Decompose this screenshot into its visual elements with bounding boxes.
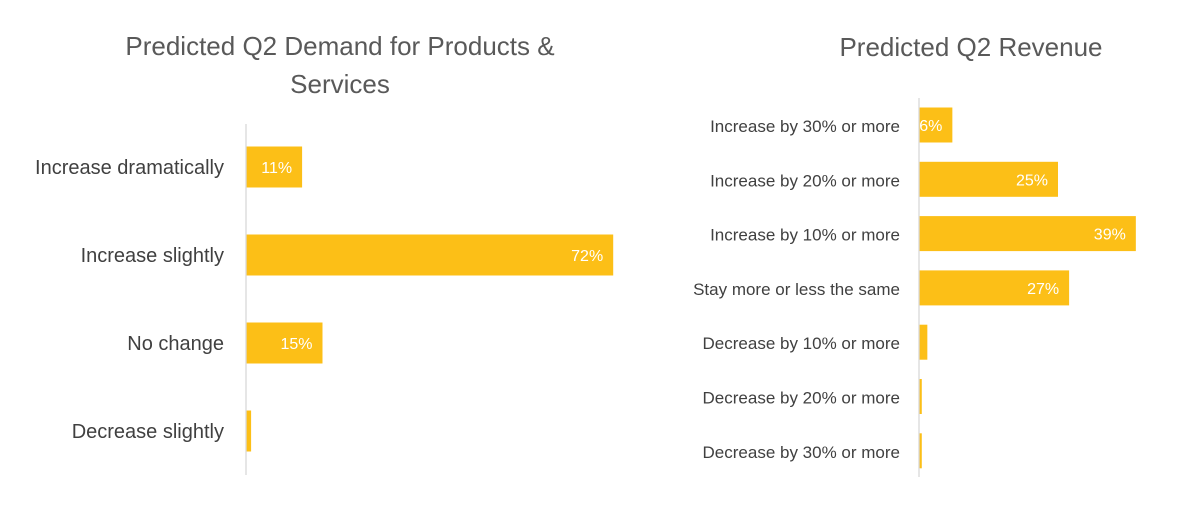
revenue-bar <box>919 216 1136 252</box>
revenue-data-label: 39% <box>1094 227 1126 244</box>
revenue-data-label: 25% <box>1016 172 1048 189</box>
revenue-bar <box>919 433 922 469</box>
demand-chart-title-line: Predicted Q2 Demand for Products & <box>125 31 554 61</box>
revenue-category-label: Increase by 10% or more <box>710 226 900 245</box>
revenue-category-label: Decrease by 20% or more <box>703 389 900 408</box>
revenue-data-label: 27% <box>1027 281 1059 298</box>
revenue-bar <box>919 270 1070 306</box>
demand-category-label: Increase dramatically <box>35 157 224 179</box>
revenue-bar <box>919 379 922 414</box>
revenue-category-label: Decrease by 10% or more <box>703 334 900 353</box>
revenue-chart-title: Predicted Q2 Revenue <box>839 32 1102 62</box>
demand-bar <box>246 146 303 188</box>
revenue-bar <box>919 107 953 143</box>
revenue-category-label: Stay more or less the same <box>693 280 900 299</box>
demand-chart-title-line: Services <box>290 69 390 99</box>
demand-chart: Predicted Q2 Demand for Products & Servic… <box>35 31 614 475</box>
revenue-category-label: Increase by 20% or more <box>710 171 900 190</box>
revenue-bar <box>919 324 928 360</box>
revenue-data-label: 6% <box>919 118 942 135</box>
demand-category-label: Decrease slightly <box>72 421 224 443</box>
revenue-category-label: Increase by 30% or more <box>710 117 900 136</box>
revenue-chart-title-line: Predicted Q2 Revenue <box>839 32 1102 62</box>
revenue-chart: Predicted Q2 Revenue Increase by 30% or m… <box>693 32 1136 477</box>
demand-data-label: 15% <box>280 336 312 353</box>
demand-data-label: 11% <box>261 160 292 177</box>
demand-bar <box>246 410 252 452</box>
demand-data-label: 72% <box>571 248 603 265</box>
revenue-bar <box>919 161 1058 197</box>
revenue-category-label: Decrease by 30% or more <box>703 443 900 462</box>
demand-category-label: Increase slightly <box>81 245 224 267</box>
demand-bar <box>246 322 323 364</box>
demand-category-label: No change <box>127 333 224 355</box>
demand-bar <box>246 234 614 276</box>
demand-chart-title: Predicted Q2 Demand for Products & Servic… <box>125 31 554 99</box>
